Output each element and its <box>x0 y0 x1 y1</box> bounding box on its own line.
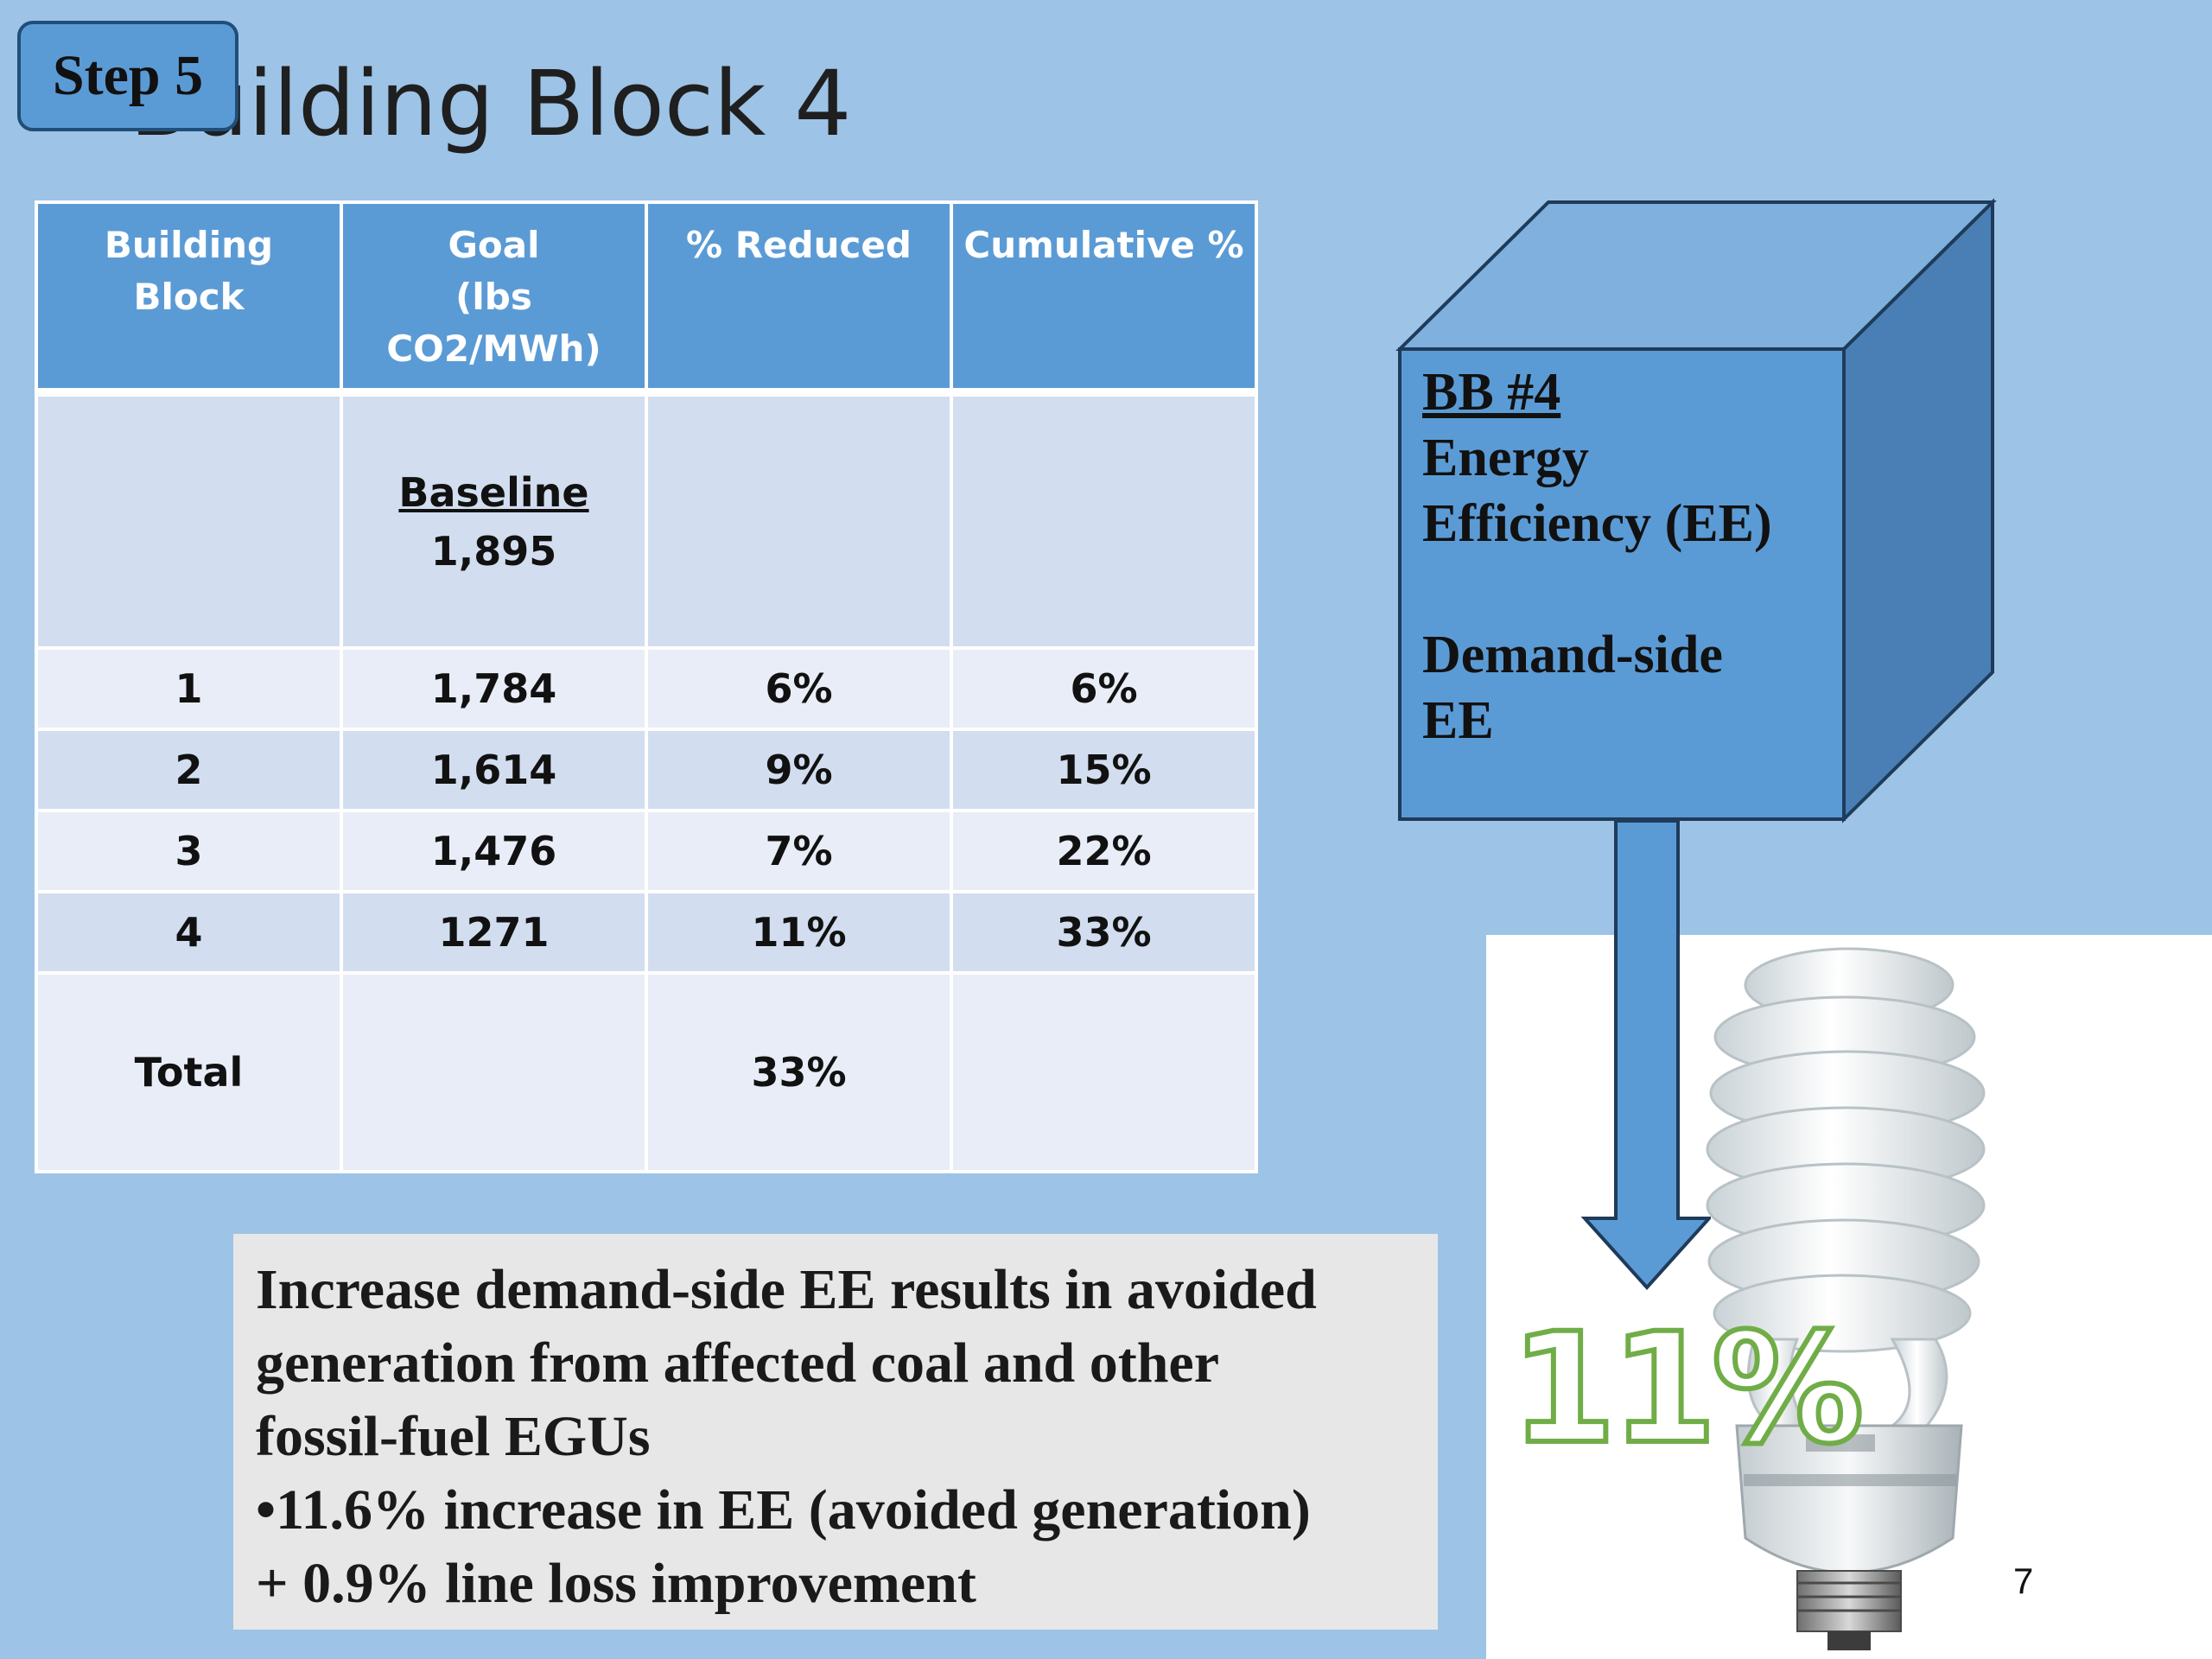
cube-line: Energy <box>1422 429 1589 487</box>
table-cell-block: 3 <box>35 809 343 893</box>
cube-line: Demand-side <box>1422 626 1723 684</box>
table-row-baseline: Baseline 1,895 <box>35 391 1258 650</box>
table-cell-cumulative: 15% <box>950 728 1258 812</box>
cube-title: BB #4 <box>1422 363 1561 422</box>
table-row: 2 1,614 9% 15% <box>35 728 1258 812</box>
description-line: Increase demand-side EE results in avoid… <box>256 1258 1317 1321</box>
table-row: 3 1,476 7% 22% <box>35 809 1258 893</box>
table-cell <box>340 971 648 1173</box>
page-number: 7 <box>2013 1560 2034 1601</box>
table-cell-block: 4 <box>35 890 343 975</box>
table-cell <box>950 391 1258 650</box>
bulb-screw <box>1796 1570 1902 1632</box>
table-cell-block: 1 <box>35 646 343 731</box>
header-goal: Goal (lbs CO2/MWh) <box>340 200 648 394</box>
table-cell-reduced: 9% <box>645 728 953 812</box>
down-arrow-icon <box>1580 819 1711 1290</box>
cube-line: EE <box>1422 691 1494 750</box>
table-cell <box>950 971 1258 1173</box>
header-cumulative-percent: Cumulative % <box>950 200 1258 394</box>
table-cell-cumulative: 22% <box>950 809 1258 893</box>
header-building-block: Building Block <box>35 200 343 394</box>
bulb-tip <box>1827 1631 1871 1650</box>
total-label: Total <box>35 971 343 1173</box>
table-cell-reduced: 6% <box>645 646 953 731</box>
table-cell-cumulative: 6% <box>950 646 1258 731</box>
total-reduced: 33% <box>645 971 953 1173</box>
table-cell-block: 2 <box>35 728 343 812</box>
table-header-row: Building Block Goal (lbs CO2/MWh) % Redu… <box>35 200 1258 394</box>
description-line: + 0.9% line loss improvement <box>256 1552 976 1615</box>
description-line: generation from affected coal and other <box>256 1332 1220 1395</box>
building-block-table: Building Block Goal (lbs CO2/MWh) % Redu… <box>35 200 1258 1173</box>
table-cell-reduced: 7% <box>645 809 953 893</box>
cube-front-face <box>1398 347 1846 821</box>
description-box: Increase demand-side EE results in avoid… <box>233 1234 1438 1630</box>
baseline-value: 1,895 <box>430 527 557 575</box>
bulb-coil <box>1706 947 1986 1427</box>
table-cell-goal: 1,784 <box>340 646 648 731</box>
cube-label: BB #4 Energy Efficiency (EE) Demand-side… <box>1422 359 1828 753</box>
table-cell-goal: 1271 <box>340 890 648 975</box>
cube-shape <box>1395 198 1997 823</box>
bulb-logo-mark <box>1806 1434 1875 1452</box>
table-row: 1 1,784 6% 6% <box>35 646 1258 731</box>
table-cell-cumulative: 33% <box>950 890 1258 975</box>
table-cell-reduced: 11% <box>645 890 953 975</box>
baseline-cell: Baseline 1,895 <box>340 391 648 650</box>
highlight-percent: 11% <box>1508 1300 1866 1478</box>
description-line: fossil-fuel EGUs <box>256 1405 651 1468</box>
baseline-label: Baseline <box>398 468 589 516</box>
description-line: •11.6% increase in EE (avoided generatio… <box>256 1478 1311 1541</box>
table-cell <box>35 391 343 650</box>
cfl-bulb-icon <box>1706 947 1986 1650</box>
table-row-total: Total 33% <box>35 971 1258 1173</box>
table-cell-goal: 1,476 <box>340 809 648 893</box>
slide-title: Building Block 4 <box>130 51 852 156</box>
table-cell-goal: 1,614 <box>340 728 648 812</box>
cube-line: Efficiency (EE) <box>1422 494 1772 553</box>
cube-line-gap <box>1422 556 1828 622</box>
table-row: 4 1271 11% 33% <box>35 890 1258 975</box>
bulb-base-band <box>1744 1474 1956 1486</box>
header-percent-reduced: % Reduced <box>645 200 953 394</box>
table-cell <box>645 391 953 650</box>
step-badge: Step 5 <box>17 21 238 131</box>
